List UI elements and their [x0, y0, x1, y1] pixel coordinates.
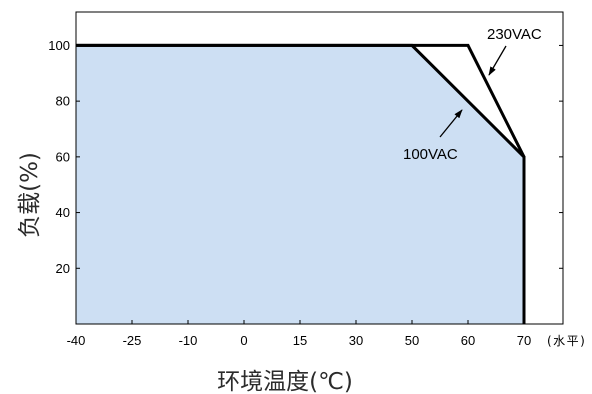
annotation-100vac-label: 100VAC [403, 146, 458, 163]
x-tick-label: 30 [349, 333, 363, 348]
y-axis-title: 负载(%) [17, 152, 43, 238]
x-tick-label: 60 [461, 333, 475, 348]
y-tick-label: 20 [56, 261, 70, 276]
x-tick-label: 0 [240, 333, 247, 348]
fill-area-100vac [76, 45, 524, 325]
y-tick-labels: 20 40 60 80 100 [48, 38, 70, 276]
y-tick-label: 80 [56, 94, 70, 109]
annotation-230vac-label: 230VAC [487, 26, 542, 43]
x-axis-note: (水平) [547, 334, 586, 348]
annotation-100vac-arrow [439, 109, 463, 138]
x-axis-title: 环境温度(℃) [217, 369, 353, 394]
x-tick-label: 70 [517, 333, 531, 348]
y-tick-label: 40 [56, 205, 70, 220]
x-tick-labels: -40 -25 -10 0 15 30 50 60 70 [67, 333, 532, 348]
x-tick-label: 50 [405, 333, 419, 348]
series-lines [76, 43, 526, 324]
x-tick-label: -25 [123, 333, 142, 348]
x-tick-label: -40 [67, 333, 86, 348]
x-tick-label: 15 [293, 333, 307, 348]
annotation-230vac-arrow [488, 45, 507, 76]
y-tick-label: 60 [56, 149, 70, 164]
fill-layer [76, 45, 524, 325]
series-line-100vac [76, 43, 526, 324]
y-tick-label: 100 [48, 38, 70, 53]
x-tick-label: -10 [179, 333, 198, 348]
plot-frame [75, 11, 564, 325]
